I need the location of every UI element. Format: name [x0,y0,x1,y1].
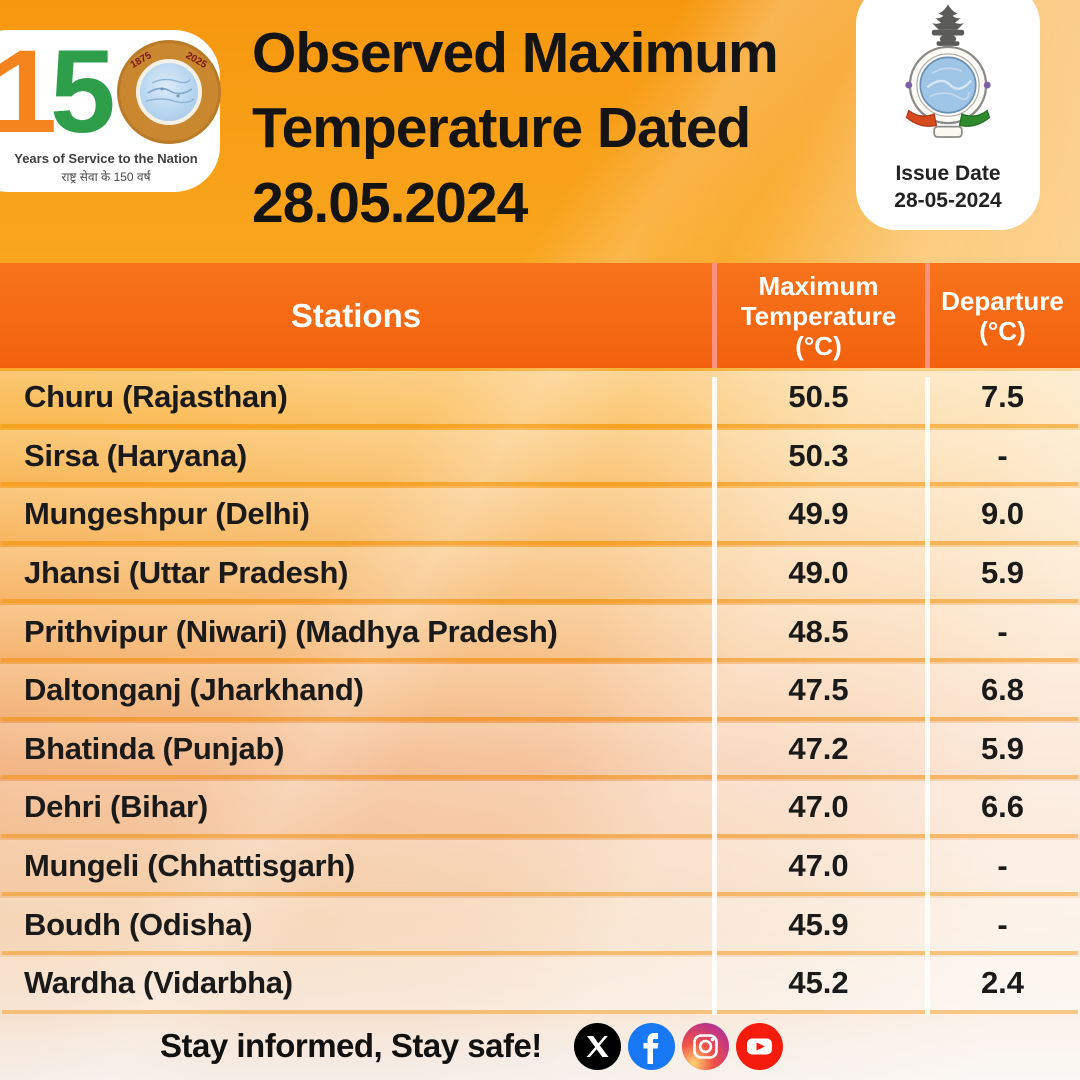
imd-seal-globe [135,59,202,125]
column-header-departure: Departure (°C) [925,286,1080,346]
logo-digit-1: 1 [0,26,57,158]
station-cell: Mungeshpur (Delhi) [24,496,310,532]
footer-bar: Stay informed, Stay safe! [0,1012,1080,1080]
instagram-icon[interactable] [681,1022,729,1070]
station-cell: Wardha (Vidarbha) [24,965,293,1001]
table-header: Stations Maximum Temperature (°C) Depart… [0,263,1080,368]
max-temp-cell: 47.2 [788,730,849,766]
imd-150-years-logo-card: 1 5 1875 2025 Years of Service to the Na… [0,26,221,192]
max-temp-cell: 49.0 [788,555,849,591]
title-line-2: Temperature Dated [252,96,751,160]
table-row: Boudh (Odisha) 45.9 - [0,898,1080,951]
station-cell: Sirsa (Haryana) [24,437,247,473]
facebook-icon[interactable] [627,1022,675,1070]
table-row: Mungeli (Chhattisgarh) 47.0 - [0,839,1080,893]
max-temp-line-2: Temperature [740,300,897,331]
footer-tagline: Stay informed, Stay safe! [160,1027,542,1064]
max-temp-cell: 50.5 [788,379,849,415]
column-header-max-temp: Maximum Temperature (°C) [712,271,925,361]
issue-date-card: Issue Date 28-05-2024 [856,0,1040,230]
departure-cell: 9.0 [980,496,1025,532]
max-temp-cell: 47.0 [788,848,849,884]
page-title: Observed Maximum Temperature Dated 28.05… [252,16,779,241]
departure-cell: - [997,848,1008,884]
departure-line-2: (°C) [979,315,1026,346]
header-column-divider [925,263,930,368]
table-row: Wardha (Vidarbha) 45.2 2.4 [0,956,1080,1010]
x-twitter-icon[interactable] [573,1022,621,1070]
body-column-divider [712,377,717,1015]
max-temp-cell: 49.9 [788,496,849,532]
max-temp-cell: 45.2 [788,965,849,1001]
max-temp-cell: 47.0 [788,789,849,825]
max-temp-line-3: (°C) [795,330,842,361]
departure-cell: 2.4 [980,965,1025,1001]
logo-tagline-english: Years of Service to the Nation [14,151,198,166]
table-row: Mungeshpur (Delhi) 49.9 9.0 [0,488,1080,541]
logo-150-graphic: 1 5 1875 2025 [0,26,221,158]
station-cell: Bhatinda (Punjab) [24,730,285,766]
max-temp-cell: 47.5 [788,672,849,708]
table-body: Churu (Rajasthan) 50.5 7.5 Sirsa (Haryana) 5… [0,371,1080,1016]
table-row: Dehri (Bihar) 47.0 6.6 [0,781,1080,834]
departure-cell: - [997,906,1008,942]
body-column-divider [925,377,930,1015]
issue-date-label: Issue Date [895,162,1001,185]
max-temp-cell: 50.3 [788,437,849,473]
table-row: Bhatinda (Punjab) 47.2 5.9 [0,722,1080,776]
station-cell: Mungeli (Chhattisgarh) [24,848,355,884]
social-icons-group [573,1022,783,1070]
departure-cell: 7.5 [980,379,1025,415]
table-row: Jhansi (Uttar Pradesh) 49.0 5.9 [0,546,1080,600]
logo-tagline-hindi: राष्ट्र सेवा के 150 वर्ष [61,170,151,184]
imd-emblem-icon [890,2,1006,157]
departure-cell: 6.6 [980,789,1025,825]
issue-date-value: 28-05-2024 [894,189,1002,212]
departure-cell: - [997,437,1008,473]
station-cell: Prithvipur (Niwari) (Madhya Pradesh) [24,613,558,649]
title-line-3: 28.05.2024 [252,171,528,235]
station-cell: Daltonganj (Jharkhand) [24,672,364,708]
header-column-divider [712,263,717,368]
station-cell: Jhansi (Uttar Pradesh) [24,555,349,591]
table-row: Sirsa (Haryana) 50.3 - [0,429,1080,483]
imd-seal-icon: 1875 2025 [116,40,221,144]
column-header-stations: Stations [290,296,422,334]
title-line-1: Observed Maximum [252,21,779,85]
station-cell: Boudh (Odisha) [24,906,253,942]
departure-cell: 6.8 [980,672,1025,708]
station-cell: Dehri (Bihar) [24,789,208,825]
table-row: Daltonganj (Jharkhand) 47.5 6.8 [0,663,1080,717]
table-row: Prithvipur (Niwari) (Madhya Pradesh) 48.5… [0,605,1080,658]
max-temp-line-1: Maximum [758,270,879,301]
table-row: Churu (Rajasthan) 50.5 7.5 [0,371,1080,424]
logo-digit-5: 5 [50,26,116,158]
max-temp-cell: 48.5 [788,613,849,649]
youtube-icon[interactable] [735,1022,783,1070]
station-cell: Churu (Rajasthan) [24,379,288,415]
departure-cell: 5.9 [980,730,1025,766]
departure-cell: 5.9 [980,555,1025,591]
departure-cell: - [997,613,1008,649]
departure-line-1: Departure [941,285,1064,316]
max-temp-cell: 45.9 [788,906,849,942]
